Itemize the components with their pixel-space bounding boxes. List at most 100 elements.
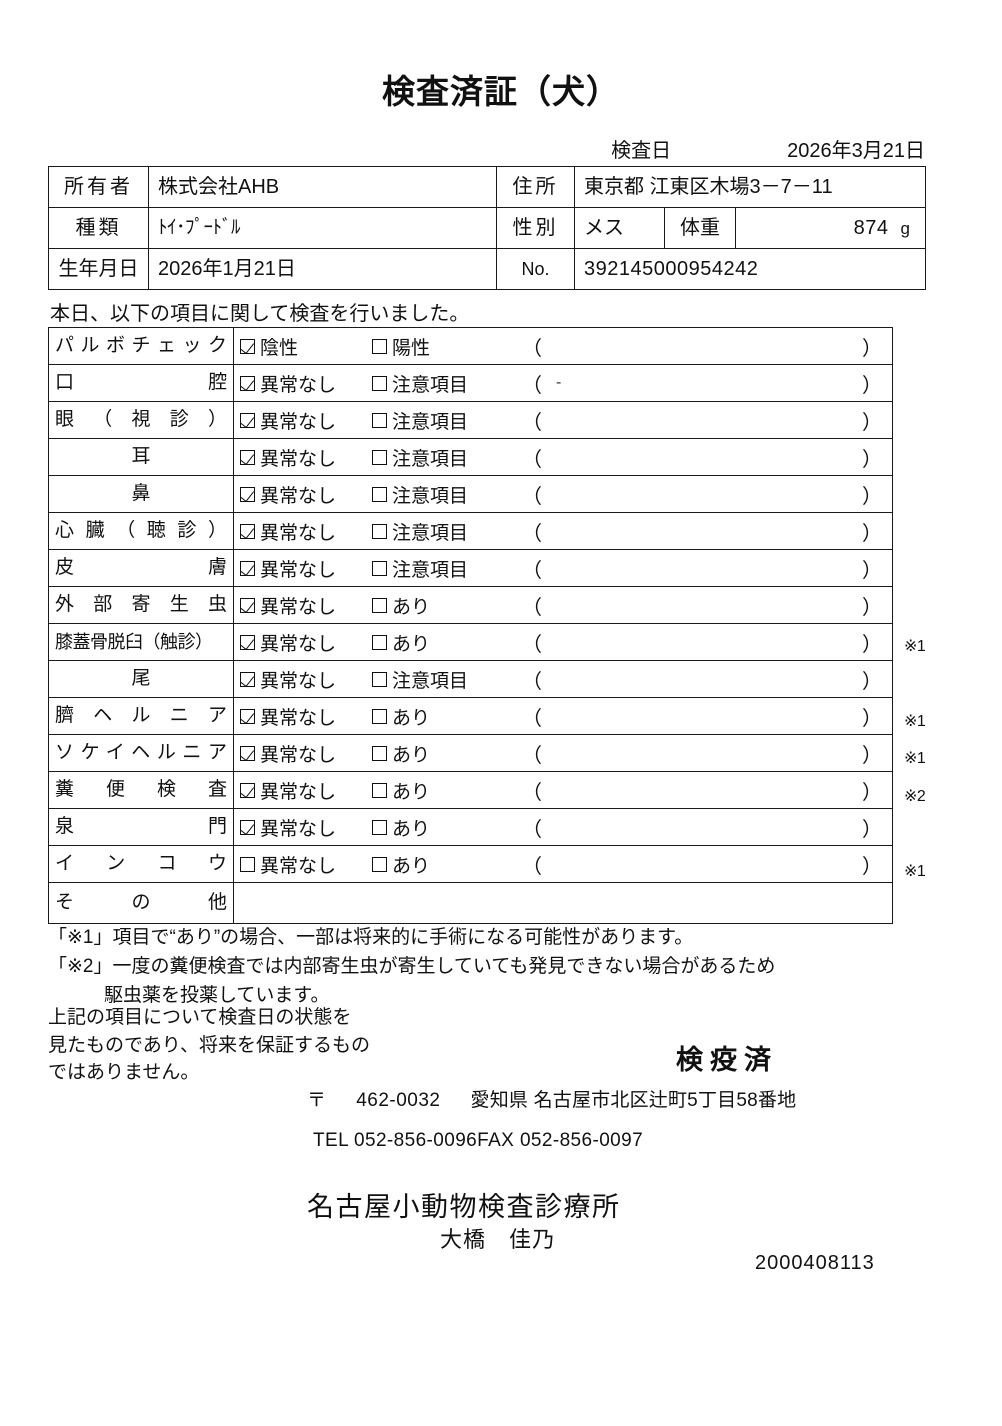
checkbox-checked-icon[interactable] — [240, 819, 255, 835]
checkbox-option-2[interactable]: あり — [372, 740, 522, 767]
paren-close: ） — [862, 818, 882, 841]
checkbox-empty-icon[interactable] — [372, 708, 387, 724]
birthdate-number-row: 生年月日 2026年1月21日 No. 392145000954242 — [48, 248, 927, 290]
paren-open: （ — [522, 781, 542, 804]
checkbox-checked-icon[interactable] — [240, 597, 255, 613]
checkbox-empty-icon[interactable] — [372, 449, 387, 465]
checkbox-option-1[interactable]: 異常なし — [240, 740, 372, 767]
checkbox-option-2[interactable]: 注意項目 — [372, 444, 522, 471]
checkbox-option-2[interactable]: 注意項目 — [372, 481, 522, 508]
checkbox-empty-icon[interactable] — [372, 819, 387, 835]
checkbox-option-1[interactable]: 異常なし — [240, 407, 372, 434]
checklist-other-value[interactable] — [233, 882, 893, 924]
reference-marker — [900, 665, 960, 703]
paren-close: ） — [862, 781, 882, 804]
checkbox-empty-icon[interactable] — [372, 486, 387, 502]
postal-code: 462-0032 — [356, 1090, 441, 1111]
checkbox-empty-icon[interactable] — [372, 412, 387, 428]
checkbox-empty-icon[interactable] — [372, 560, 387, 576]
checkbox-option-2[interactable]: あり — [372, 629, 522, 656]
checkbox-option-label: 異常なし — [260, 596, 337, 618]
checklist-remark-field[interactable]: （- ） — [522, 369, 892, 398]
checkbox-checked-icon[interactable] — [240, 523, 255, 539]
checklist-item-label: ソケイヘルニア — [48, 734, 234, 772]
checkbox-option-1[interactable]: 異常なし — [240, 370, 372, 397]
checklist-remark-field[interactable]: （） — [522, 850, 892, 879]
checklist-item-options: 異常なし 注意項目（） — [233, 475, 893, 513]
checkbox-empty-icon[interactable] — [372, 745, 387, 761]
checklist-remark-field[interactable]: （） — [522, 591, 892, 620]
checkbox-checked-icon[interactable] — [240, 486, 255, 502]
checklist-remark-field[interactable]: （） — [522, 665, 892, 694]
checkbox-option-label: 異常なし — [260, 670, 337, 692]
checkbox-option-2[interactable]: 注意項目 — [372, 555, 522, 582]
checkbox-checked-icon[interactable] — [240, 782, 255, 798]
checklist-remark-text: - — [556, 374, 562, 391]
checkbox-option-1[interactable]: 異常なし — [240, 481, 372, 508]
checklist-item-options: 異常なし 注意項目（） — [233, 401, 893, 439]
address-value[interactable]: 東京都 江東区木場3－7－11 — [573, 166, 927, 208]
owner-value[interactable]: 株式会社AHB — [148, 166, 497, 208]
checkbox-empty-icon[interactable] — [372, 523, 387, 539]
checkbox-option-2[interactable]: あり — [372, 703, 522, 730]
checkbox-option-1[interactable]: 異常なし — [240, 592, 372, 619]
checkbox-option-label: あり — [392, 744, 431, 766]
checklist-remark-field[interactable]: （） — [522, 517, 892, 546]
checklist-item-options: 異常なし 注意項目（） — [233, 438, 893, 476]
checklist-remark-field[interactable]: （） — [522, 480, 892, 509]
checkbox-empty-icon[interactable] — [372, 856, 387, 872]
checkbox-empty-icon[interactable] — [372, 634, 387, 650]
checkbox-empty-icon[interactable] — [372, 597, 387, 613]
checkbox-option-1[interactable]: 異常なし — [240, 518, 372, 545]
checkbox-option-2[interactable]: 注意項目 — [372, 370, 522, 397]
checklist-remark-field[interactable]: （） — [522, 739, 892, 768]
checkbox-empty-icon[interactable] — [372, 671, 387, 687]
checkbox-option-2[interactable]: 陽性 — [372, 333, 522, 360]
checkbox-empty-icon[interactable] — [240, 856, 255, 872]
checkbox-option-2[interactable]: 注意項目 — [372, 666, 522, 693]
checklist-remark-field[interactable]: （） — [522, 813, 892, 842]
breed-value[interactable]: ﾄｲ･ﾌﾟｰﾄﾞﾙ — [148, 207, 497, 249]
checkbox-checked-icon[interactable] — [240, 375, 255, 391]
checkbox-checked-icon[interactable] — [240, 745, 255, 761]
checkbox-option-2[interactable]: 注意項目 — [372, 518, 522, 545]
checkbox-option-2[interactable]: あり — [372, 777, 522, 804]
checkbox-option-1[interactable]: 異常なし — [240, 851, 372, 878]
checkbox-option-1[interactable]: 異常なし — [240, 777, 372, 804]
checklist-remark-field[interactable]: （） — [522, 628, 892, 657]
checkbox-checked-icon[interactable] — [240, 412, 255, 428]
checkbox-checked-icon[interactable] — [240, 560, 255, 576]
checkbox-checked-icon[interactable] — [240, 634, 255, 650]
checklist-remark-field[interactable]: （） — [522, 776, 892, 805]
checkbox-option-1[interactable]: 陰性 — [240, 333, 372, 360]
checklist-item-label: 口 腔 — [48, 364, 234, 402]
checkbox-option-2[interactable]: あり — [372, 592, 522, 619]
checkbox-option-1[interactable]: 異常なし — [240, 703, 372, 730]
birthdate-value[interactable]: 2026年1月21日 — [148, 248, 497, 290]
checklist-remark-field[interactable]: （） — [522, 554, 892, 583]
checkbox-option-1[interactable]: 異常なし — [240, 666, 372, 693]
checklist-remark-field[interactable]: （） — [522, 332, 892, 361]
checkbox-empty-icon[interactable] — [372, 782, 387, 798]
weight-cell[interactable]: 874 g — [734, 207, 927, 249]
checkbox-checked-icon[interactable] — [240, 449, 255, 465]
checkbox-option-1[interactable]: 異常なし — [240, 629, 372, 656]
paren-close: ） — [862, 596, 882, 619]
checkbox-option-2[interactable]: あり — [372, 851, 522, 878]
checkbox-empty-icon[interactable] — [372, 338, 387, 354]
checkbox-checked-icon[interactable] — [240, 338, 255, 354]
checkbox-checked-icon[interactable] — [240, 671, 255, 687]
checkbox-option-1[interactable]: 異常なし — [240, 555, 372, 582]
checkbox-option-2[interactable]: あり — [372, 814, 522, 841]
paren-close: ） — [862, 337, 882, 360]
checkbox-option-1[interactable]: 異常なし — [240, 444, 372, 471]
checklist-remark-field[interactable]: （） — [522, 702, 892, 731]
registration-no-value[interactable]: 392145000954242 — [573, 248, 927, 290]
sex-value[interactable]: メス — [574, 207, 665, 249]
checklist-remark-field[interactable]: （） — [522, 443, 892, 472]
checkbox-empty-icon[interactable] — [372, 375, 387, 391]
checkbox-option-1[interactable]: 異常なし — [240, 814, 372, 841]
checkbox-checked-icon[interactable] — [240, 708, 255, 724]
checkbox-option-2[interactable]: 注意項目 — [372, 407, 522, 434]
checklist-remark-field[interactable]: （） — [522, 406, 892, 435]
